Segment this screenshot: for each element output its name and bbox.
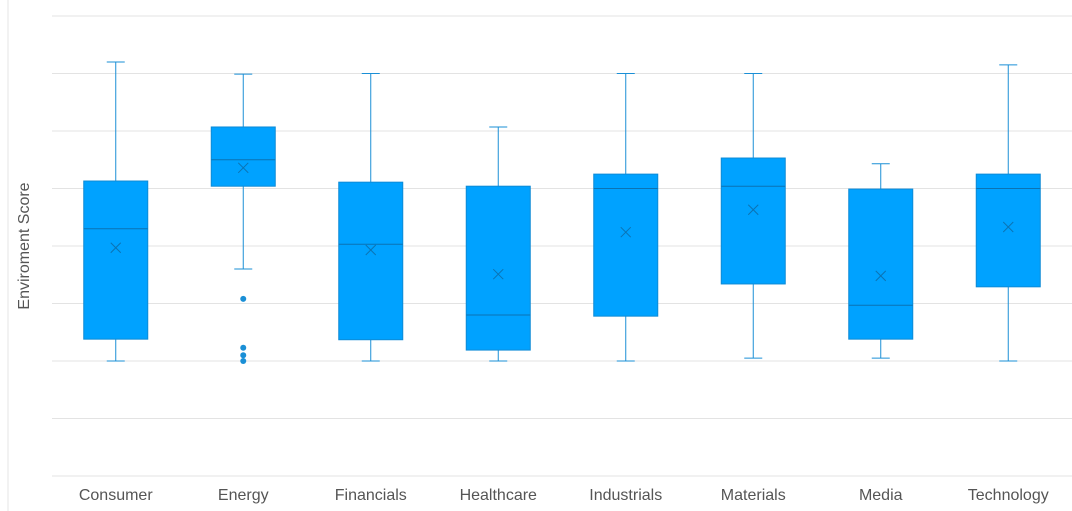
- x-tick-label: Materials: [721, 487, 786, 504]
- x-tick-label: Healthcare: [460, 487, 537, 504]
- outlier: [240, 352, 247, 359]
- box: [465, 185, 531, 351]
- box: [975, 173, 1041, 288]
- mean-marker: [237, 162, 249, 174]
- mean-marker: [620, 226, 632, 238]
- outlier: [240, 344, 247, 351]
- box: [848, 188, 914, 340]
- mean-marker: [110, 242, 122, 254]
- outlier: [240, 295, 247, 302]
- x-tick-label: Industrials: [589, 487, 662, 504]
- box: [210, 126, 276, 187]
- mean-marker: [1002, 221, 1014, 233]
- mean-marker: [875, 270, 887, 282]
- x-tick-label: Financials: [335, 487, 407, 504]
- box: [338, 181, 404, 341]
- x-tick-label: Consumer: [79, 487, 153, 504]
- x-tick-label: Media: [859, 487, 903, 504]
- y-axis-label: Enviroment Score: [16, 182, 33, 309]
- mean-marker: [365, 244, 377, 256]
- outlier: [240, 358, 247, 364]
- box: [720, 157, 786, 285]
- mean-marker: [747, 204, 759, 216]
- mean-marker: [492, 268, 504, 280]
- box: [593, 173, 659, 317]
- x-tick-label: Technology: [968, 487, 1049, 504]
- x-tick-label: Energy: [218, 487, 269, 504]
- box: [83, 180, 149, 340]
